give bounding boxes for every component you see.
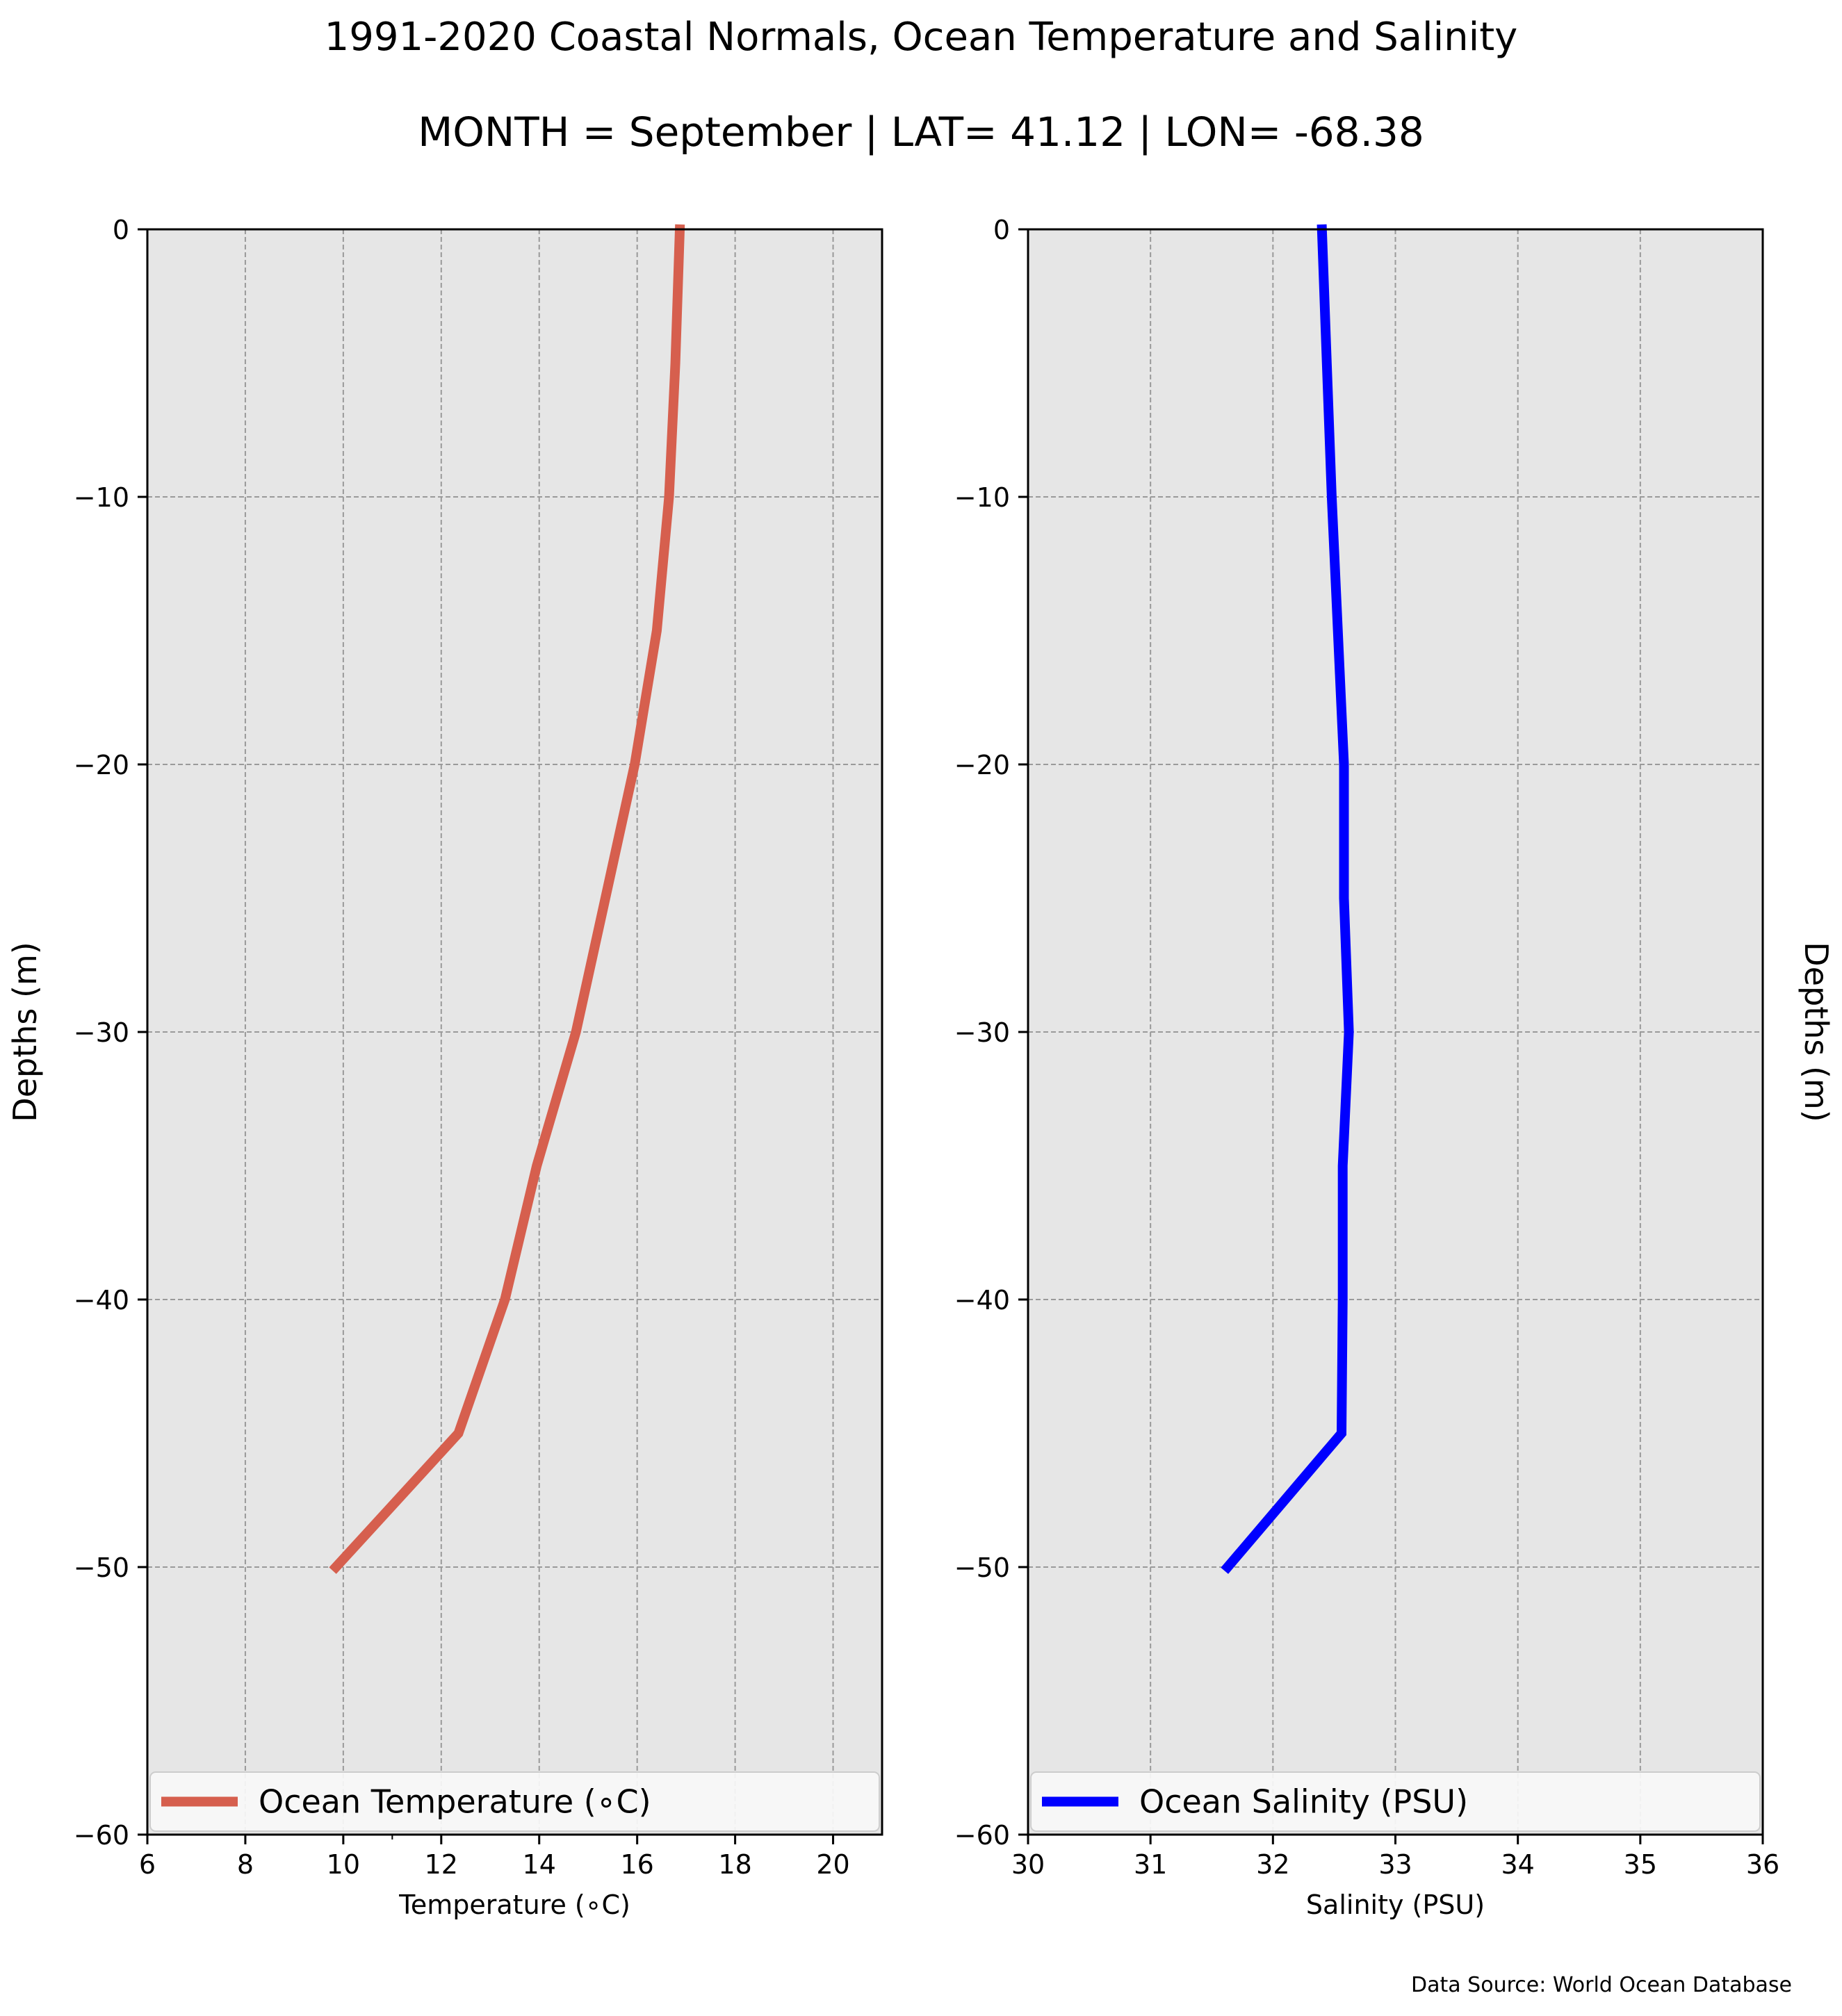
salinity-legend-label: Ocean Salinity (PSU) xyxy=(1139,1783,1468,1821)
temperature-x-tick-label: 16 xyxy=(620,1849,653,1880)
temperature-legend xyxy=(149,1771,880,1832)
source-note: Data Source: World Ocean Database xyxy=(1411,1973,1792,1997)
temperature-y-tick-label: −10 xyxy=(74,482,129,513)
salinity-x-tick-label: 34 xyxy=(1501,1849,1534,1880)
temperature-x-tick-label: 6 xyxy=(139,1849,156,1880)
temperature-legend-label: Ocean Temperature (∘C) xyxy=(259,1783,651,1821)
temperature-x-tick-label: 20 xyxy=(816,1849,849,1880)
salinity-x-tick-label: 32 xyxy=(1256,1849,1289,1880)
salinity-x-tick-label: 31 xyxy=(1134,1849,1167,1880)
temperature-x-tick-label: 12 xyxy=(425,1849,458,1880)
salinity-y-axis-label: Depths (m) xyxy=(1798,942,1835,1122)
temperature-chart: Ocean Temperature (∘C) 6 8 10 12 14 16 18 20 0 −10… xyxy=(6,215,883,1920)
temperature-y-tick-label: −50 xyxy=(74,1552,129,1583)
salinity-x-tick-label: 35 xyxy=(1624,1849,1657,1880)
salinity-y-tick-label: −60 xyxy=(954,1820,1010,1851)
salinity-y-tick-label: −50 xyxy=(954,1552,1010,1583)
temperature-y-tick-label: −40 xyxy=(74,1285,129,1316)
temperature-x-tick-label: 18 xyxy=(718,1849,751,1880)
salinity-y-tick-label: −20 xyxy=(954,750,1010,780)
temperature-y-tick-label: −60 xyxy=(74,1820,129,1851)
salinity-chart: Ocean Salinity (PSU) 30 31 32 33 34 35 36 0 −10 −2… xyxy=(954,215,1835,1920)
salinity-y-tick-label: −30 xyxy=(954,1017,1010,1048)
temperature-x-tick-label: 10 xyxy=(327,1849,360,1880)
temperature-y-tick-label: −20 xyxy=(74,750,129,780)
figure-title: 1991-2020 Coastal Normals, Ocean Tempera… xyxy=(325,15,1518,60)
salinity-x-tick-label: 30 xyxy=(1011,1849,1045,1880)
temperature-x-tick-label: 14 xyxy=(523,1849,556,1880)
salinity-y-tick-label: 0 xyxy=(993,215,1010,245)
temperature-y-axis-label: Depths (m) xyxy=(6,942,44,1122)
salinity-x-axis-label: Salinity (PSU) xyxy=(1306,1890,1485,1920)
temperature-y-tick-label: 0 xyxy=(113,215,129,245)
figure-subtitle: MONTH = September | LAT= 41.12 | LON= -6… xyxy=(418,108,1424,156)
plots: Ocean Temperature (∘C) 6 8 10 12 14 16 18 20 0 −10… xyxy=(6,215,1835,1920)
salinity-legend xyxy=(1030,1771,1761,1832)
salinity-x-tick-label: 36 xyxy=(1746,1849,1779,1880)
salinity-x-tick-label: 33 xyxy=(1378,1849,1412,1880)
salinity-y-tick-label: −40 xyxy=(954,1285,1010,1316)
temperature-x-tick-label: 8 xyxy=(237,1849,254,1880)
temperature-y-tick-label: −30 xyxy=(74,1017,129,1048)
temperature-x-axis-label: Temperature (∘C) xyxy=(398,1890,630,1920)
salinity-y-tick-label: −10 xyxy=(954,482,1010,513)
